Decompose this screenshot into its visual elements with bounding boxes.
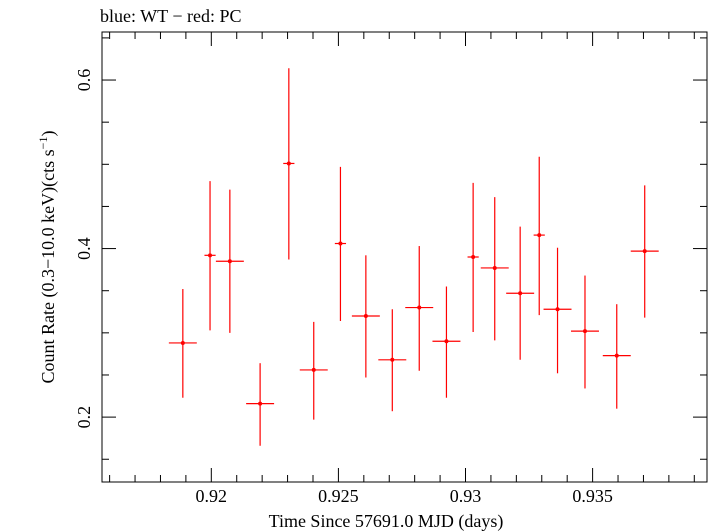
data-point [506,226,535,360]
data-point [215,189,244,333]
data-marker [555,307,560,312]
x-tick-label: 0.935 [572,486,613,506]
data-point [168,289,197,398]
data-point [351,255,380,378]
data-point [602,304,631,409]
data-point [467,182,479,332]
y-axis-ticks: 0.2 0.4 0.6 [74,37,707,460]
x-axis-label: Time Since 57691.0 MJD (days) [269,511,504,532]
x-tick-label: 0.92 [196,486,228,506]
y-tick-label: 0.2 [74,406,94,429]
data-marker [537,233,542,238]
data-marker [363,313,368,318]
data-marker [582,329,587,334]
data-point [630,185,659,318]
data-marker [311,367,316,372]
y-tick-label: 0.4 [74,237,94,260]
data-series-pc [168,68,659,446]
data-marker [642,249,647,254]
data-marker [258,401,263,406]
data-marker [444,339,449,344]
data-marker [180,340,185,345]
x-axis-ticks: 0.92 0.925 0.93 0.935 [109,32,695,506]
chart-title: blue: WT − red: PC [100,6,241,26]
y-axis-label-end: ) [38,131,59,137]
data-marker [518,291,523,296]
plot-frame [101,31,708,483]
data-marker [208,253,213,258]
data-marker [390,357,395,362]
data-point [204,181,216,331]
y-tick-label: 0.6 [74,69,94,92]
data-marker [338,241,343,246]
data-point [334,166,347,322]
data-point [405,246,434,371]
data-point [246,363,275,446]
x-tick-label: 0.93 [450,486,482,506]
data-point [432,286,461,398]
data-point [378,309,407,412]
data-marker [492,265,497,270]
y-axis-label: Count Rate (0.3−10.0 keV)(cts s−1) [36,131,59,384]
data-marker [471,255,476,259]
data-marker [417,305,422,310]
data-point [480,197,509,341]
data-point [299,321,328,420]
data-marker [227,259,232,264]
data-marker [614,353,619,358]
data-point [283,68,295,260]
data-marker [286,161,291,166]
y-axis-label-superscript: −1 [36,137,50,150]
y-axis-label-main: Count Rate (0.3−10.0 keV)(cts s [38,149,59,383]
x-tick-label: 0.925 [318,486,359,506]
data-point [571,275,599,389]
data-point [543,247,572,374]
data-point [533,156,545,316]
